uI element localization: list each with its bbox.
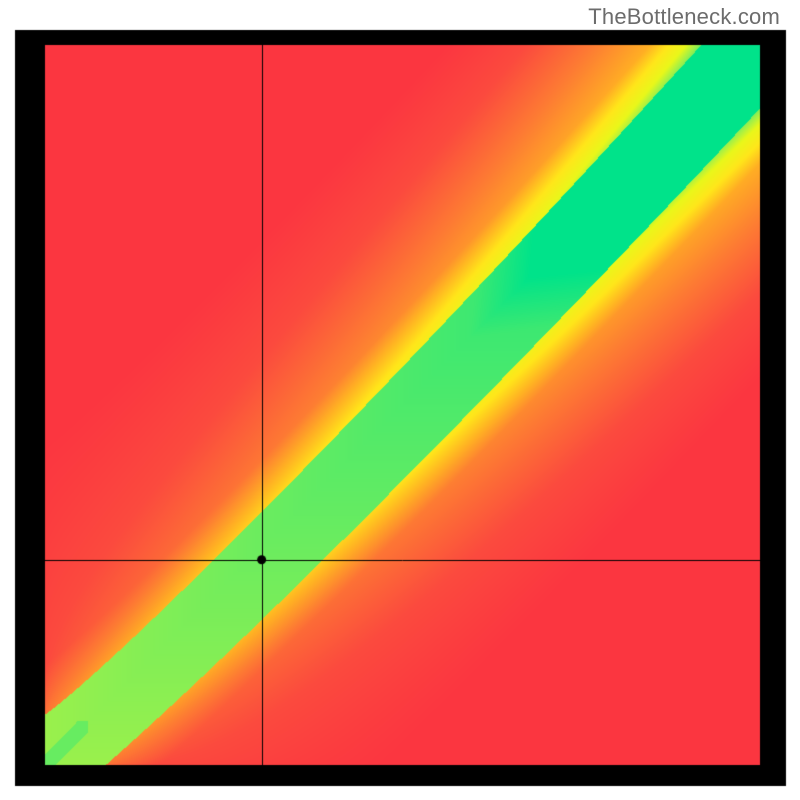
watermark-text: TheBottleneck.com bbox=[588, 4, 780, 30]
bottleneck-heatmap-canvas bbox=[0, 0, 800, 800]
chart-container: TheBottleneck.com bbox=[0, 0, 800, 800]
